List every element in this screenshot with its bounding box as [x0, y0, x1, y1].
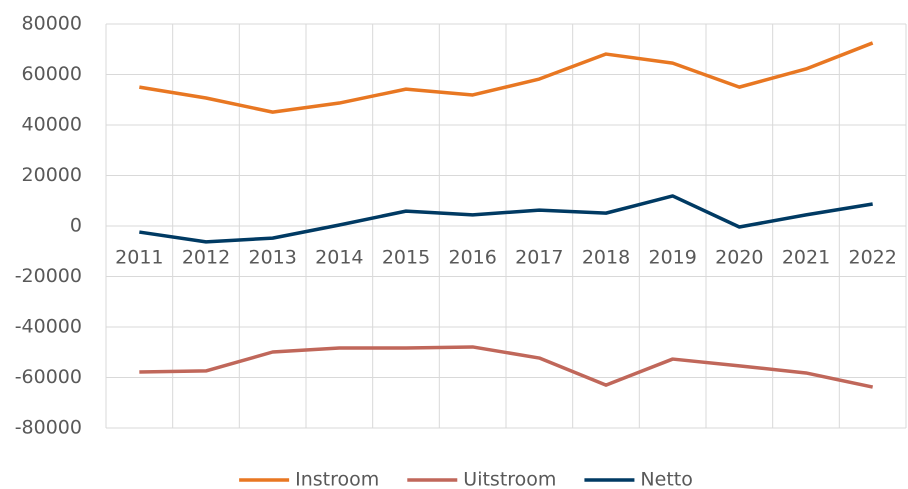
x-tick-label: 2020: [715, 247, 763, 269]
legend-label: Netto: [640, 469, 692, 489]
y-tick-label: 80000: [22, 13, 82, 35]
x-tick-label: 2022: [848, 247, 896, 269]
series-line: [139, 194, 873, 244]
x-tick-label: 2013: [248, 247, 296, 269]
legend-label: Instroom: [295, 469, 379, 489]
x-tick-label: 2015: [382, 247, 430, 269]
y-tick-label: -40000: [15, 316, 82, 338]
x-tick-label: 2018: [582, 247, 630, 269]
x-tick-label: 2021: [782, 247, 830, 269]
series-line: [139, 41, 874, 114]
x-tick-label: 2019: [648, 247, 696, 269]
y-tick-label: 60000: [22, 63, 82, 85]
y-tick-label: 0: [70, 215, 82, 237]
x-tick-label: 2016: [448, 247, 496, 269]
y-tick-label: 20000: [22, 164, 82, 186]
x-tick-label: 2014: [315, 247, 363, 269]
x-tick-label: 2012: [182, 247, 230, 269]
x-tick-label: 2011: [115, 247, 163, 269]
series-line: [139, 345, 874, 389]
y-tick-label: -60000: [15, 366, 82, 388]
y-tick-label: -80000: [15, 417, 82, 439]
y-tick-label: -20000: [15, 265, 82, 287]
legend-label: Uitstroom: [463, 469, 556, 489]
x-tick-label: 2017: [515, 247, 563, 269]
y-tick-label: 40000: [22, 114, 82, 136]
